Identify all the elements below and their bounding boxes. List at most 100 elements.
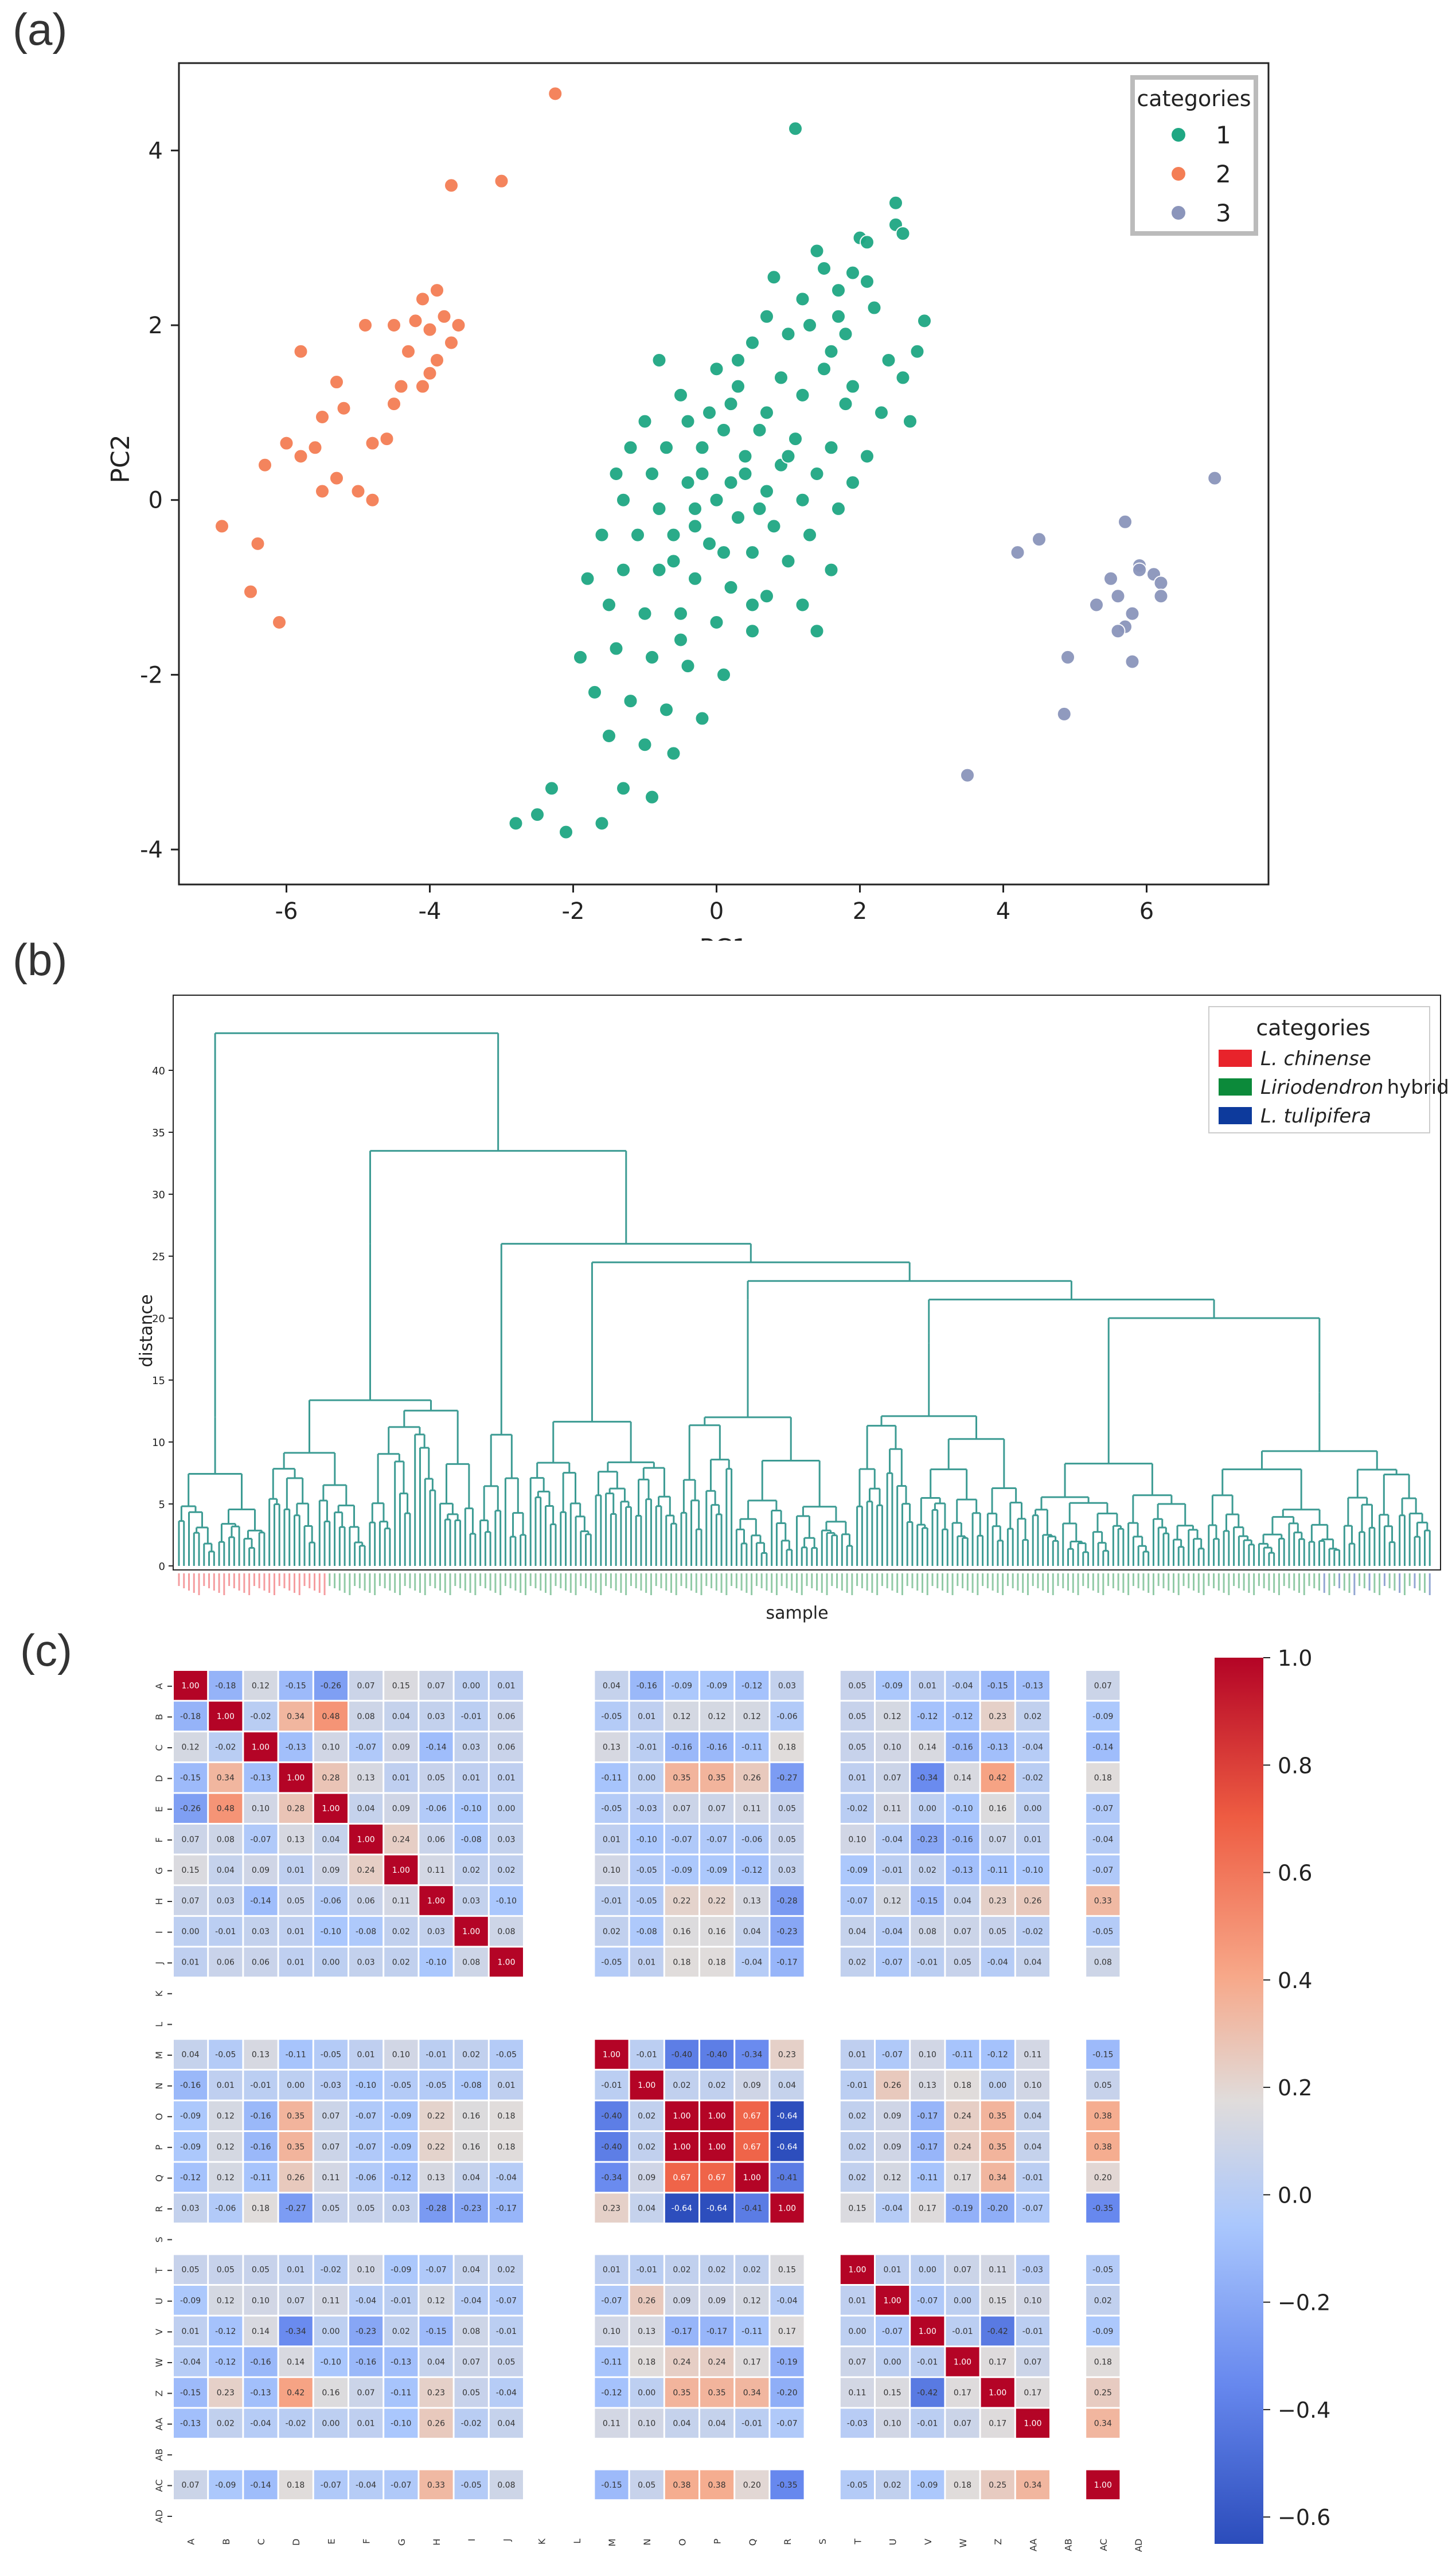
heatmap-cell-value: -0.05	[461, 2481, 482, 2490]
heatmap-cell	[665, 1671, 698, 1700]
scatter-point-cat1	[673, 632, 688, 648]
heatmap-cell	[244, 2101, 278, 2130]
scatter-point-cat2	[279, 435, 294, 451]
heatmap-cell-value: -0.05	[601, 1712, 622, 1721]
leaf-label	[705, 1573, 708, 1586]
row-label: AA	[154, 2418, 165, 2430]
leaf-label	[1082, 1573, 1084, 1586]
heatmap-cell-value: 0.04	[357, 1805, 375, 1814]
heatmap-cell-value: 0.01	[182, 2327, 200, 2336]
leaf-label	[1127, 1573, 1130, 1595]
leaf-label	[740, 1573, 743, 1591]
heatmap-cell-value: 0.07	[322, 2112, 339, 2121]
leaf-label	[951, 1573, 954, 1595]
heatmap-cell	[349, 1947, 383, 1977]
heatmap-cell-value: -0.11	[601, 2358, 622, 2367]
heatmap-cell-value: 0.11	[322, 2173, 339, 2183]
leaf-label	[1152, 1573, 1154, 1595]
heatmap-cell-value: -0.11	[391, 2388, 411, 2398]
heatmap-cell	[946, 2162, 979, 2192]
heatmap-cell	[489, 1886, 523, 1915]
leaf-label	[434, 1573, 436, 1588]
heatmap-cell-value: -0.11	[741, 1743, 762, 1752]
heatmap-cell-value: -0.40	[707, 2051, 727, 2060]
heatmap-cell-value: -0.01	[882, 1866, 903, 1875]
scatter-point-cat1	[917, 313, 932, 329]
heatmap-cell	[981, 2040, 1014, 2069]
leaf-label	[494, 1573, 497, 1593]
heatmap-cell	[630, 1916, 663, 1946]
row-label: S	[154, 2237, 165, 2243]
leaf-label	[1077, 1573, 1079, 1595]
heatmap-cell-value: -0.13	[1022, 1681, 1043, 1690]
heatmap-cell-value: -0.16	[250, 2112, 271, 2121]
heatmap-cell	[1086, 1947, 1120, 1977]
scatter-point-cat3	[1056, 706, 1072, 722]
y-tick-label: -4	[140, 837, 163, 863]
heatmap-cell-value: -0.09	[882, 1681, 903, 1690]
heatmap-cell-value: 1.00	[392, 1866, 410, 1875]
scatter-point-cat1	[823, 440, 839, 455]
heatmap-cell-value: 0.05	[252, 2266, 270, 2275]
heatmap-cell	[735, 1916, 769, 1946]
heatmap-cell	[981, 1855, 1014, 1885]
heatmap-cell-value: -0.27	[776, 1774, 797, 1783]
heatmap-cell-value: -0.11	[952, 2051, 973, 2060]
leaf-label	[685, 1573, 688, 1588]
heatmap-cell	[595, 1701, 629, 1731]
heatmap-cell	[946, 2070, 979, 2100]
leaf-label	[1037, 1573, 1039, 1588]
scatter-point-cat1	[838, 326, 853, 342]
heatmap-cell	[700, 1886, 734, 1915]
leaf-label	[203, 1573, 205, 1586]
heatmap-cell-value: -0.17	[496, 2204, 517, 2213]
heatmap-cell-value: 0.12	[217, 2142, 235, 2152]
legend-entry-2: 2	[1216, 160, 1231, 188]
heatmap-cell-value: 0.05	[322, 2204, 339, 2213]
heatmap-cell	[665, 1763, 698, 1792]
heatmap-cell	[876, 2286, 910, 2315]
x-tick-label: -4	[419, 898, 442, 925]
heatmap-cell	[595, 1763, 629, 1792]
scatter-point-cat1	[780, 449, 796, 464]
heatmap-cell	[209, 1916, 243, 1946]
heatmap-cell	[946, 2470, 979, 2500]
leaf-label	[1087, 1573, 1090, 1588]
heatmap-cell-value: 0.01	[603, 1835, 620, 1844]
heatmap-cell-value: -0.02	[321, 2266, 341, 2275]
leaf-label	[916, 1573, 919, 1591]
scatter-point-cat1	[866, 300, 882, 315]
scatter-point-cat3	[1010, 545, 1025, 560]
heatmap-cell	[174, 2286, 208, 2315]
heatmap-cell-value: 0.18	[252, 2204, 270, 2213]
heatmap-cell-value: -0.41	[776, 2173, 797, 2183]
heatmap-cell-value: 0.02	[1094, 2296, 1112, 2305]
leaf-label	[283, 1573, 286, 1588]
heatmap-cell	[174, 2409, 208, 2438]
heatmap-cell-value: 0.17	[954, 2388, 971, 2398]
heatmap-cell	[595, 2132, 629, 2161]
column-label: C	[256, 2539, 267, 2545]
heatmap-cell-value: 0.07	[954, 2266, 971, 2275]
heatmap-cell	[1016, 2286, 1049, 2315]
heatmap-cell	[174, 2378, 208, 2407]
heatmap-cell	[665, 2193, 698, 2223]
heatmap-cell	[876, 2470, 910, 2500]
scatter-point-cat2	[329, 470, 344, 486]
heatmap-cell-value: 0.04	[392, 1712, 410, 1721]
heatmap-cell	[876, 2101, 910, 2130]
scatter-point-cat1	[702, 405, 717, 420]
heatmap-cell-value: 0.07	[182, 1835, 200, 1844]
column-label: L	[572, 2539, 583, 2544]
heatmap-cell	[489, 1825, 523, 1854]
heatmap-cell	[314, 1794, 348, 1823]
heatmap-cell-value: 1.00	[217, 1712, 235, 1721]
leaf-label	[821, 1573, 823, 1593]
heatmap-cell	[911, 2101, 944, 2130]
heatmap-cell	[1016, 1825, 1049, 1854]
scatter-point-cat1	[616, 562, 631, 578]
heatmap-cell-value: -0.17	[707, 2327, 727, 2336]
heatmap-cell-value: 0.02	[673, 2266, 690, 2275]
heatmap-cell-value: 0.00	[848, 2327, 866, 2336]
heatmap-cell-value: 0.18	[708, 1958, 726, 1967]
